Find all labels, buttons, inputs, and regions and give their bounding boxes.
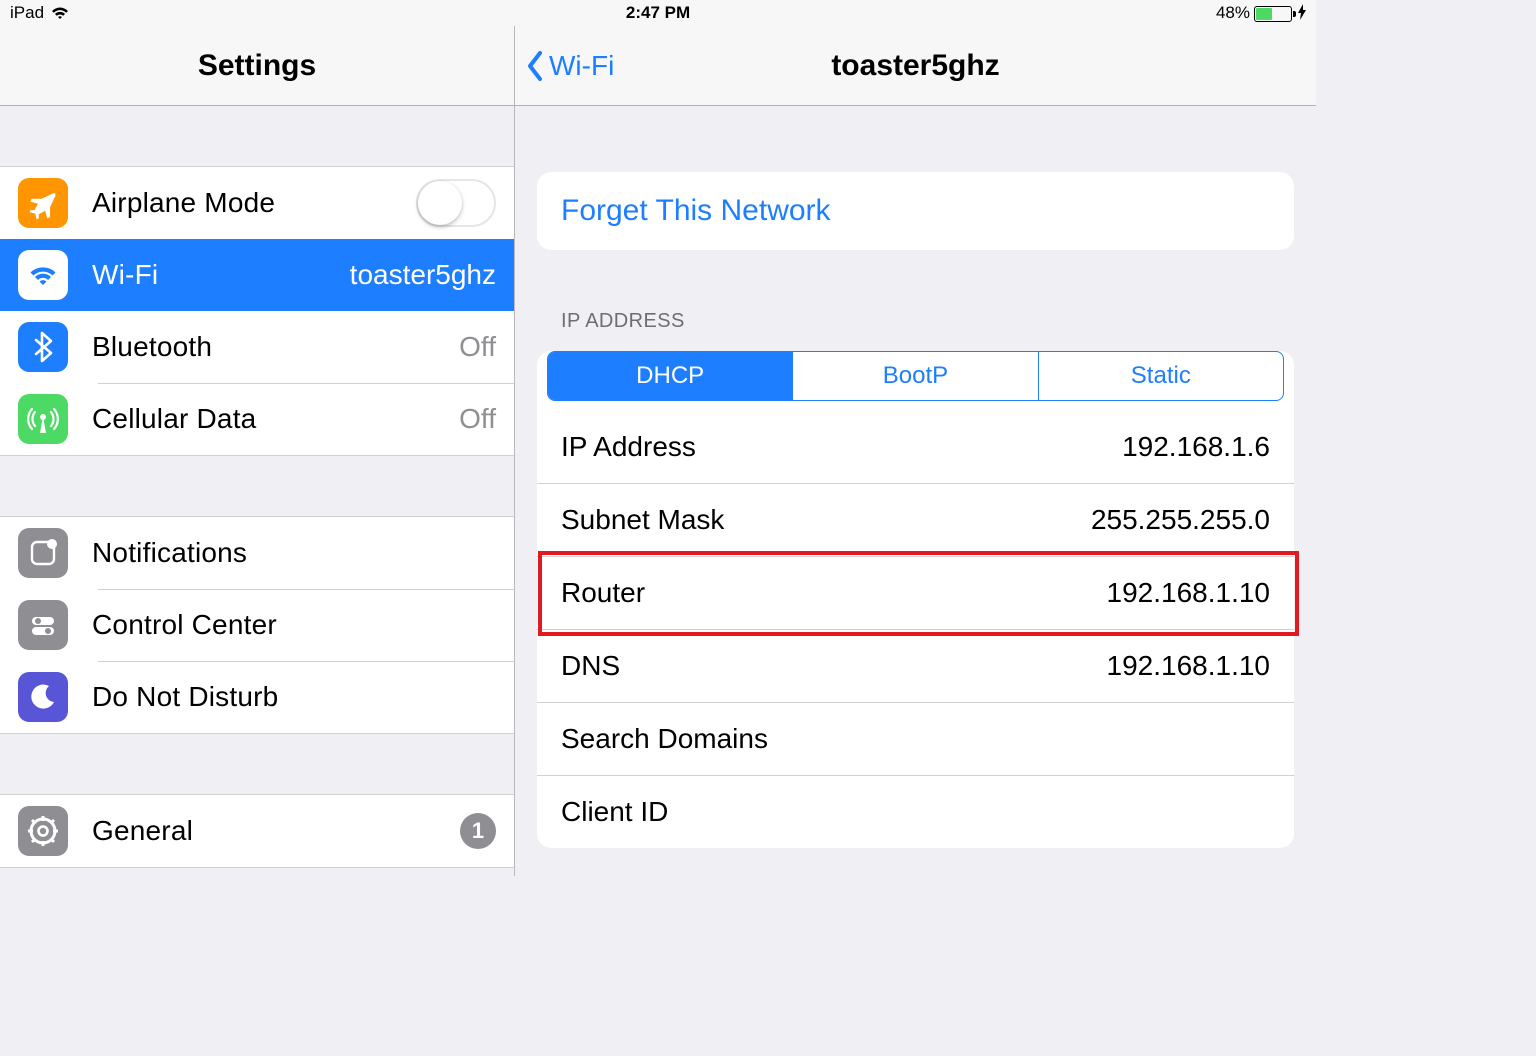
battery-percent: 48% (1216, 3, 1250, 23)
sidebar-item-cellular[interactable]: Cellular Data Off (0, 383, 514, 455)
sidebar-item-value: Off (459, 403, 496, 435)
back-button[interactable]: Wi-Fi (515, 49, 614, 83)
segment-dhcp[interactable]: DHCP (548, 352, 792, 400)
detail-title: toaster5ghz (831, 49, 999, 83)
screen: iPad 2:47 PM 48% Settings (0, 0, 1316, 876)
general-badge: 1 (460, 813, 496, 849)
cellular-icon (18, 394, 68, 444)
sidebar-group-general: General 1 (0, 794, 514, 868)
kv-dns[interactable]: DNS 192.168.1.10 (537, 629, 1294, 702)
sidebar-group-alerts: Notifications Control Center Do (0, 516, 514, 734)
control-center-icon (18, 600, 68, 650)
sidebar-title: Settings (0, 49, 514, 83)
airplane-toggle[interactable] (416, 179, 496, 227)
kv-key: Client ID (561, 796, 668, 828)
kv-value: 255.255.255.0 (1091, 504, 1270, 536)
kv-key: Search Domains (561, 723, 768, 755)
sidebar-item-label: Bluetooth (92, 331, 212, 363)
forget-network-card: Forget This Network (537, 172, 1294, 250)
ip-mode-segmented-control: DHCP BootP Static (547, 351, 1284, 401)
ip-address-section-label: IP ADDRESS (561, 310, 1294, 333)
bluetooth-icon (18, 322, 68, 372)
ip-address-card: DHCP BootP Static IP Address 192.168.1.6… (537, 351, 1294, 848)
kv-ip-address[interactable]: IP Address 192.168.1.6 (537, 411, 1294, 483)
segment-bootp[interactable]: BootP (792, 352, 1037, 400)
sidebar-navbar: Settings (0, 26, 514, 106)
sidebar-item-wifi[interactable]: Wi-Fi toaster5ghz (0, 239, 514, 311)
sidebar-item-label: Notifications (92, 537, 247, 569)
sidebar-item-dnd[interactable]: Do Not Disturb (0, 661, 514, 733)
forget-network-button[interactable]: Forget This Network (537, 172, 1294, 250)
detail-navbar: Wi-Fi toaster5ghz (515, 26, 1316, 106)
airplane-icon (18, 178, 68, 228)
charging-bolt-icon (1298, 4, 1306, 23)
kv-key: Subnet Mask (561, 504, 724, 536)
wifi-icon (18, 250, 68, 300)
detail-pane: Wi-Fi toaster5ghz Forget This Network IP… (515, 26, 1316, 876)
sidebar-item-label: Wi-Fi (92, 259, 158, 291)
sidebar-item-notifications[interactable]: Notifications (0, 517, 514, 589)
sidebar-item-airplane[interactable]: Airplane Mode (0, 167, 514, 239)
kv-client-id[interactable]: Client ID (537, 775, 1294, 848)
notifications-icon (18, 528, 68, 578)
kv-router[interactable]: Router 192.168.1.10 (537, 556, 1294, 629)
sidebar-item-label: Control Center (92, 609, 277, 641)
kv-key: DNS (561, 650, 620, 682)
kv-search-domains[interactable]: Search Domains (537, 702, 1294, 775)
sidebar-item-label: General (92, 815, 193, 847)
kv-key: IP Address (561, 431, 696, 463)
kv-value: 192.168.1.10 (1107, 650, 1271, 682)
device-label: iPad (10, 3, 44, 23)
sidebar-item-control-center[interactable]: Control Center (0, 589, 514, 661)
detail-content: Forget This Network IP ADDRESS DHCP Boot… (515, 106, 1316, 848)
kv-key: Router (561, 577, 645, 609)
gear-icon (18, 806, 68, 856)
sidebar-item-label: Cellular Data (92, 403, 256, 435)
moon-icon (18, 672, 68, 722)
sidebar-item-value: Off (459, 331, 496, 363)
kv-subnet-mask[interactable]: Subnet Mask 255.255.255.0 (537, 483, 1294, 556)
sidebar-item-value: toaster5ghz (350, 259, 496, 291)
sidebar: Settings Airplane Mode Wi-Fi toaster5ghz (0, 26, 515, 876)
sidebar-item-general[interactable]: General 1 (0, 795, 514, 867)
sidebar-item-label: Airplane Mode (92, 187, 275, 219)
sidebar-item-bluetooth[interactable]: Bluetooth Off (0, 311, 514, 383)
sidebar-group-connectivity: Airplane Mode Wi-Fi toaster5ghz Bluetoot… (0, 166, 514, 456)
battery-icon (1254, 3, 1292, 23)
split-view: Settings Airplane Mode Wi-Fi toaster5ghz (0, 26, 1316, 876)
status-bar: iPad 2:47 PM 48% (0, 0, 1316, 26)
statusbar-time: 2:47 PM (626, 3, 690, 23)
kv-value: 192.168.1.10 (1107, 577, 1271, 609)
back-button-label: Wi-Fi (549, 50, 614, 82)
wifi-signal-icon (50, 6, 70, 20)
segment-static[interactable]: Static (1038, 352, 1283, 400)
kv-value: 192.168.1.6 (1122, 431, 1270, 463)
sidebar-item-label: Do Not Disturb (92, 681, 278, 713)
